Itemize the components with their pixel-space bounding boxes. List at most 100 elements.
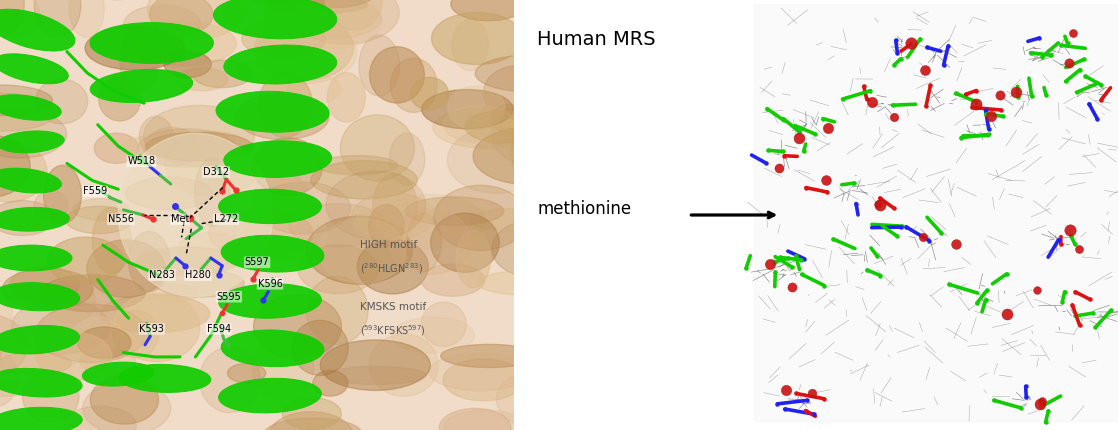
Text: F594: F594 [207,324,230,334]
Ellipse shape [428,353,532,390]
Ellipse shape [224,141,332,178]
Ellipse shape [406,213,442,272]
Ellipse shape [0,9,75,51]
Ellipse shape [140,116,173,157]
Text: W518: W518 [127,156,155,166]
Ellipse shape [0,110,67,158]
Ellipse shape [165,131,260,197]
Ellipse shape [0,93,57,131]
Ellipse shape [282,398,341,430]
Ellipse shape [218,189,322,224]
Ellipse shape [222,0,319,35]
Ellipse shape [492,220,575,277]
Ellipse shape [35,0,80,37]
Text: ($^{280}$HLGN$^{283}$): ($^{280}$HLGN$^{283}$) [360,261,424,276]
Ellipse shape [0,369,82,397]
Ellipse shape [439,408,511,430]
Ellipse shape [44,166,82,224]
Ellipse shape [253,336,313,400]
Ellipse shape [0,141,47,202]
Ellipse shape [492,104,532,134]
Ellipse shape [87,240,165,298]
Ellipse shape [36,304,146,362]
Ellipse shape [119,364,211,393]
Ellipse shape [391,317,475,353]
Text: K596: K596 [257,279,283,289]
Ellipse shape [0,54,68,84]
Ellipse shape [456,230,491,288]
Ellipse shape [72,317,124,359]
Ellipse shape [0,314,28,378]
Ellipse shape [101,295,210,333]
Ellipse shape [0,284,12,339]
Ellipse shape [468,209,555,231]
Ellipse shape [91,70,192,102]
Ellipse shape [475,55,582,92]
Ellipse shape [199,347,260,413]
Ellipse shape [370,47,425,103]
Text: S595: S595 [217,292,241,302]
Ellipse shape [421,89,513,129]
Ellipse shape [0,407,83,430]
Ellipse shape [0,200,55,236]
Ellipse shape [511,127,546,180]
Ellipse shape [255,15,353,80]
Ellipse shape [11,299,110,354]
Ellipse shape [0,245,72,271]
Ellipse shape [326,171,426,239]
Ellipse shape [372,174,417,240]
Ellipse shape [236,61,287,83]
Ellipse shape [376,194,485,249]
Ellipse shape [195,158,230,227]
Bar [754,4,1118,421]
Ellipse shape [492,100,587,168]
Ellipse shape [0,344,77,373]
Ellipse shape [0,131,64,153]
Ellipse shape [280,0,381,39]
Ellipse shape [0,326,79,354]
Ellipse shape [231,0,309,3]
Ellipse shape [292,320,348,375]
Text: Human MRS: Human MRS [538,30,656,49]
Ellipse shape [0,352,72,375]
Ellipse shape [421,264,484,296]
Ellipse shape [266,0,368,13]
Ellipse shape [227,363,266,383]
Ellipse shape [192,60,252,88]
Ellipse shape [0,379,37,397]
Ellipse shape [440,344,538,368]
Ellipse shape [0,207,69,231]
Ellipse shape [433,108,542,148]
Ellipse shape [123,137,162,159]
Ellipse shape [316,156,398,175]
Ellipse shape [94,133,139,163]
Ellipse shape [477,271,574,295]
Ellipse shape [0,168,61,193]
Ellipse shape [389,209,472,274]
Ellipse shape [177,68,228,91]
Ellipse shape [98,77,141,121]
Ellipse shape [79,348,135,375]
Text: L272: L272 [215,214,238,224]
Ellipse shape [154,269,244,297]
Ellipse shape [447,127,547,194]
Ellipse shape [0,95,61,120]
Ellipse shape [0,135,30,197]
Ellipse shape [36,332,112,381]
Ellipse shape [148,0,246,39]
Text: N283: N283 [149,270,174,280]
Ellipse shape [138,129,236,167]
Ellipse shape [136,247,239,275]
Text: ($^{593}$KFSKS$^{597}$): ($^{593}$KFSKS$^{597}$) [360,324,426,338]
Text: D312: D312 [203,167,229,177]
Ellipse shape [390,58,437,112]
Ellipse shape [145,127,199,166]
Ellipse shape [421,302,466,347]
Ellipse shape [83,382,171,430]
Ellipse shape [324,366,427,384]
Ellipse shape [129,231,170,292]
Ellipse shape [63,406,136,430]
Text: N556: N556 [107,214,134,224]
Ellipse shape [444,410,527,430]
Ellipse shape [292,0,399,44]
